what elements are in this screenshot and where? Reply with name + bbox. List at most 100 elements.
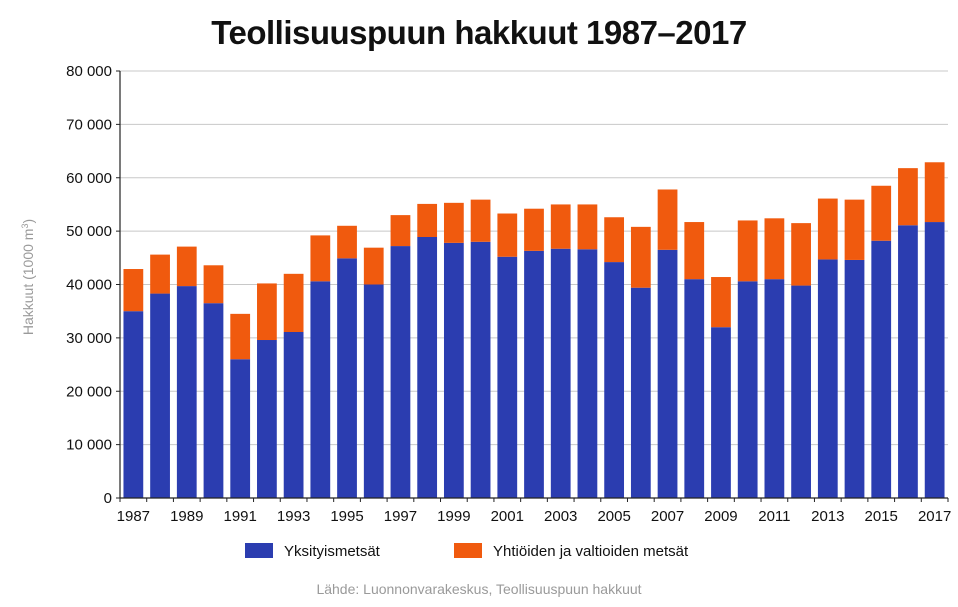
bar-yksityismetsat-2006 [630, 287, 651, 498]
bar-yksityismetsat-1992 [257, 340, 277, 498]
bar-yhtioiden-ja-valtioiden-metsat-1997 [390, 215, 411, 247]
bar-yksityismetsat-1987 [123, 311, 144, 498]
bar-yksityismetsat-2002 [524, 250, 544, 498]
x-tick-label: 2003 [544, 508, 577, 525]
bar-yksityismetsat-1994 [310, 281, 331, 498]
chart-title: Teollisuuspuun hakkuut 1987–2017 [211, 14, 747, 51]
x-tick-label: 1989 [170, 508, 203, 525]
x-tick-label: 1991 [224, 508, 257, 525]
x-tick-label: 2017 [918, 508, 951, 525]
x-tick-label: 2007 [651, 508, 684, 525]
bar-yksityismetsat-1997 [390, 246, 411, 498]
bar-yksityismetsat-1991 [230, 359, 251, 498]
bar-yhtioiden-ja-valtioiden-metsat-2011 [764, 218, 785, 280]
bar-yhtioiden-ja-valtioiden-metsat-2016 [898, 168, 918, 226]
y-axis-label-main: Hakkuut (1000 m [20, 229, 36, 336]
bar-yhtioiden-ja-valtioiden-metsat-1998 [417, 203, 438, 237]
y-tick-label: 60 000 [66, 170, 112, 187]
bar-yksityismetsat-2013 [817, 259, 838, 498]
y-tick-label: 70 000 [66, 116, 112, 133]
bar-yksityismetsat-2003 [550, 248, 571, 498]
x-tick-label: 2009 [704, 508, 737, 525]
bar-yhtioiden-ja-valtioiden-metsat-2004 [577, 204, 598, 250]
x-tick-label: 2001 [491, 508, 524, 525]
x-tick-label: 1987 [117, 508, 150, 525]
bar-yhtioiden-ja-valtioiden-metsat-1988 [150, 254, 170, 294]
bar-yhtioiden-ja-valtioiden-metsat-2000 [470, 199, 491, 242]
legend: Yksityismetsät Yhtiöiden ja valtioiden m… [245, 543, 689, 560]
axes [116, 70, 949, 502]
bar-yksityismetsat-1988 [150, 293, 170, 498]
legend-swatch-yhtioiden-ja-valtioiden-metsat [454, 543, 482, 558]
bar-yksityismetsat-2009 [711, 327, 731, 498]
bar-yksityismetsat-1996 [363, 284, 384, 498]
bar-yksityismetsat-2004 [577, 249, 598, 498]
legend-label-yhtioiden-ja-valtioiden-metsat: Yhtiöiden ja valtioiden metsät [493, 543, 689, 560]
source-note: Lähde: Luonnonvarakeskus, Teollisuuspuun… [316, 581, 641, 597]
bar-yhtioiden-ja-valtioiden-metsat-2013 [817, 198, 838, 260]
bar-yhtioiden-ja-valtioiden-metsat-2009 [711, 277, 731, 328]
bar-yksityismetsat-2016 [898, 225, 918, 498]
bar-yhtioiden-ja-valtioiden-metsat-2015 [871, 185, 892, 241]
bar-yksityismetsat-1993 [283, 332, 304, 498]
bar-yhtioiden-ja-valtioiden-metsat-1990 [203, 265, 224, 304]
bar-yksityismetsat-1998 [417, 236, 438, 498]
bar-yksityismetsat-2010 [737, 281, 758, 498]
bar-yksityismetsat-2012 [791, 285, 811, 498]
bar-yhtioiden-ja-valtioiden-metsat-1995 [337, 225, 357, 259]
y-axis-label-end: ) [20, 219, 36, 224]
bar-yhtioiden-ja-valtioiden-metsat-1994 [310, 235, 331, 282]
x-tick-label: 1997 [384, 508, 417, 525]
bar-yhtioiden-ja-valtioiden-metsat-2006 [630, 226, 651, 288]
bar-yhtioiden-ja-valtioiden-metsat-2001 [497, 213, 518, 257]
bars [123, 162, 945, 499]
bar-yksityismetsat-2011 [764, 279, 785, 498]
y-tick-label: 30 000 [66, 330, 112, 347]
x-tick-labels: 1987 1989 1991 1993 1995 1997 1999 2001 2003 2005… [117, 508, 952, 525]
bar-yksityismetsat-1999 [443, 242, 464, 498]
bar-yhtioiden-ja-valtioiden-metsat-1993 [283, 273, 304, 333]
x-tick-label: 1993 [277, 508, 310, 525]
bar-yksityismetsat-1990 [203, 303, 224, 498]
bar-yhtioiden-ja-valtioiden-metsat-1999 [443, 202, 464, 243]
bar-yksityismetsat-2014 [844, 259, 865, 498]
bar-yhtioiden-ja-valtioiden-metsat-2012 [791, 223, 811, 286]
y-tick-label: 40 000 [66, 277, 112, 294]
y-axis-label: Hakkuut (1000 m3) [20, 219, 36, 335]
x-tick-label: 1995 [330, 508, 363, 525]
x-tick-label: 1999 [437, 508, 470, 525]
y-tick-label: 80 000 [66, 63, 112, 80]
bar-yksityismetsat-1989 [176, 286, 197, 498]
bar-yksityismetsat-2015 [871, 240, 892, 499]
bar-yhtioiden-ja-valtioiden-metsat-1991 [230, 313, 251, 360]
legend-label-yksityismetsat: Yksityismetsät [284, 543, 381, 560]
bar-yhtioiden-ja-valtioiden-metsat-1996 [363, 247, 384, 285]
bar-yhtioiden-ja-valtioiden-metsat-2014 [844, 199, 865, 260]
x-tick-label: 2011 [758, 508, 790, 525]
y-tick-label: 10 000 [66, 437, 112, 454]
bar-yhtioiden-ja-valtioiden-metsat-2002 [524, 208, 544, 251]
x-tick-label: 2013 [811, 508, 844, 525]
y-tick-label: 20 000 [66, 383, 112, 400]
y-tick-label: 0 [104, 490, 112, 507]
bar-yksityismetsat-1995 [337, 258, 357, 498]
bar-yhtioiden-ja-valtioiden-metsat-2008 [684, 222, 705, 280]
bar-yhtioiden-ja-valtioiden-metsat-2003 [550, 204, 571, 249]
x-tick-label: 2015 [865, 508, 898, 525]
y-axis-label-superscript: 3 [20, 224, 30, 229]
bar-yksityismetsat-2017 [924, 222, 945, 498]
bar-yhtioiden-ja-valtioiden-metsat-1992 [257, 283, 277, 341]
bar-yhtioiden-ja-valtioiden-metsat-1989 [176, 246, 197, 287]
bar-yksityismetsat-2007 [657, 249, 678, 498]
y-tick-labels: 0 10 000 20 000 30 000 40 000 50 000 60 000 70 … [66, 63, 112, 507]
bar-yhtioiden-ja-valtioiden-metsat-1987 [123, 269, 144, 312]
bar-yhtioiden-ja-valtioiden-metsat-2007 [657, 189, 678, 250]
y-tick-label: 50 000 [66, 223, 112, 240]
bar-yhtioiden-ja-valtioiden-metsat-2010 [737, 220, 758, 282]
bar-yhtioiden-ja-valtioiden-metsat-2017 [924, 162, 945, 223]
bar-yksityismetsat-2008 [684, 279, 705, 498]
bar-yhtioiden-ja-valtioiden-metsat-2005 [604, 217, 625, 263]
legend-swatch-yksityismetsat [245, 543, 273, 558]
x-tick-label: 2005 [597, 508, 630, 525]
